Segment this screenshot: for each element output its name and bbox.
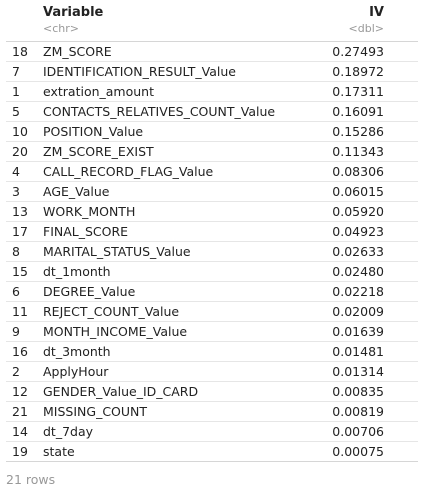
iv-cell: 0.01639 — [332, 324, 384, 339]
table-row: 1 extration_amount 0.17311 — [6, 82, 418, 102]
table-row: 13 WORK_MONTH 0.05920 — [6, 202, 418, 222]
table-row: 11 REJECT_COUNT_Value 0.02009 — [6, 302, 418, 322]
variable-cell: MISSING_COUNT — [43, 404, 148, 419]
table-row: 7 IDENTIFICATION_RESULT_Value 0.18972 — [6, 62, 418, 82]
iv-cell: 0.00075 — [332, 444, 384, 459]
variable-cell: REJECT_COUNT_Value — [43, 304, 180, 319]
iv-cell: 0.18972 — [332, 64, 384, 79]
row-index: 2 — [12, 364, 20, 379]
variable-cell: dt_3month — [43, 344, 111, 359]
table-row: 12 GENDER_Value_ID_CARD 0.00835 — [6, 382, 418, 402]
row-index: 13 — [12, 204, 28, 219]
row-index: 17 — [12, 224, 28, 239]
column-header-iv: IV — [369, 5, 384, 20]
variable-cell: FINAL_SCORE — [43, 224, 129, 239]
row-index: 1 — [12, 84, 20, 99]
row-index: 6 — [12, 284, 20, 299]
iv-cell: 0.02009 — [332, 304, 384, 319]
variable-cell: DEGREE_Value — [43, 284, 136, 299]
iv-cell: 0.11343 — [332, 144, 384, 159]
variable-cell: MARITAL_STATUS_Value — [43, 244, 191, 259]
table-row: 15 dt_1month 0.02480 — [6, 262, 418, 282]
column-header-variable: Variable — [43, 5, 104, 20]
row-index: 21 — [12, 404, 28, 419]
iv-cell: 0.08306 — [332, 164, 384, 179]
table-row: 2 ApplyHour 0.01314 — [6, 362, 418, 382]
variable-cell: IDENTIFICATION_RESULT_Value — [43, 64, 236, 79]
table-row: 17 FINAL_SCORE 0.04923 — [6, 222, 418, 242]
column-type-variable: <chr> — [43, 22, 79, 35]
row-index: 12 — [12, 384, 28, 399]
variable-cell: GENDER_Value_ID_CARD — [43, 384, 199, 399]
row-index: 15 — [12, 264, 28, 279]
table-row: 10 POSITION_Value 0.15286 — [6, 122, 418, 142]
column-type-iv: <dbl> — [348, 22, 384, 35]
row-index: 4 — [12, 164, 20, 179]
iv-cell: 0.06015 — [332, 184, 384, 199]
iv-cell: 0.00835 — [332, 384, 384, 399]
variable-cell: dt_1month — [43, 264, 111, 279]
table-row: 18 ZM_SCORE 0.27493 — [6, 42, 418, 62]
row-index: 5 — [12, 104, 20, 119]
table-row: 14 dt_7day 0.00706 — [6, 422, 418, 442]
table-row: 9 MONTH_INCOME_Value 0.01639 — [6, 322, 418, 342]
iv-cell: 0.02480 — [332, 264, 384, 279]
table-header: Variable <chr> IV <dbl> — [6, 0, 418, 42]
iv-cell: 0.27493 — [332, 44, 384, 59]
variable-cell: dt_7day — [43, 424, 94, 439]
row-index: 9 — [12, 324, 20, 339]
iv-cell: 0.02218 — [332, 284, 384, 299]
table-row: 4 CALL_RECORD_FLAG_Value 0.08306 — [6, 162, 418, 182]
iv-cell: 0.02633 — [332, 244, 384, 259]
table-row: 21 MISSING_COUNT 0.00819 — [6, 402, 418, 422]
table-row: 5 CONTACTS_RELATIVES_COUNT_Value 0.16091 — [6, 102, 418, 122]
variable-cell: MONTH_INCOME_Value — [43, 324, 188, 339]
row-index: 16 — [12, 344, 28, 359]
iv-cell: 0.01481 — [332, 344, 384, 359]
iv-cell: 0.00819 — [332, 404, 384, 419]
variable-cell: extration_amount — [43, 84, 154, 99]
row-count-footer: 21 rows — [6, 472, 56, 487]
row-index: 10 — [12, 124, 28, 139]
row-index: 14 — [12, 424, 28, 439]
variable-cell: CALL_RECORD_FLAG_Value — [43, 164, 214, 179]
table-row: 6 DEGREE_Value 0.02218 — [6, 282, 418, 302]
variable-cell: ApplyHour — [43, 364, 109, 379]
row-index: 3 — [12, 184, 20, 199]
iv-cell: 0.15286 — [332, 124, 384, 139]
row-index: 8 — [12, 244, 20, 259]
variable-cell: ZM_SCORE — [43, 44, 112, 59]
row-index: 11 — [12, 304, 28, 319]
row-index: 20 — [12, 144, 28, 159]
variable-cell: AGE_Value — [43, 184, 110, 199]
iv-cell: 0.16091 — [332, 104, 384, 119]
row-index: 7 — [12, 64, 20, 79]
variable-cell: CONTACTS_RELATIVES_COUNT_Value — [43, 104, 276, 119]
variable-cell: state — [43, 444, 75, 459]
variable-cell: WORK_MONTH — [43, 204, 136, 219]
iv-cell: 0.00706 — [332, 424, 384, 439]
iv-cell: 0.04923 — [332, 224, 384, 239]
variable-cell: POSITION_Value — [43, 124, 144, 139]
variable-cell: ZM_SCORE_EXIST — [43, 144, 154, 159]
iv-cell: 0.01314 — [332, 364, 384, 379]
table-row: 19 state 0.00075 — [6, 442, 418, 462]
row-index: 19 — [12, 444, 28, 459]
table-row: 8 MARITAL_STATUS_Value 0.02633 — [6, 242, 418, 262]
table-row: 3 AGE_Value 0.06015 — [6, 182, 418, 202]
iv-cell: 0.05920 — [332, 204, 384, 219]
table-row: 16 dt_3month 0.01481 — [6, 342, 418, 362]
iv-cell: 0.17311 — [332, 84, 384, 99]
data-table: Variable <chr> IV <dbl> 18 ZM_SCORE 0.2749… — [6, 0, 418, 462]
row-index: 18 — [12, 44, 28, 59]
table-body: 18 ZM_SCORE 0.27493 7 IDENTIFICATION_RESULT_… — [6, 42, 418, 462]
table-row: 20 ZM_SCORE_EXIST 0.11343 — [6, 142, 418, 162]
